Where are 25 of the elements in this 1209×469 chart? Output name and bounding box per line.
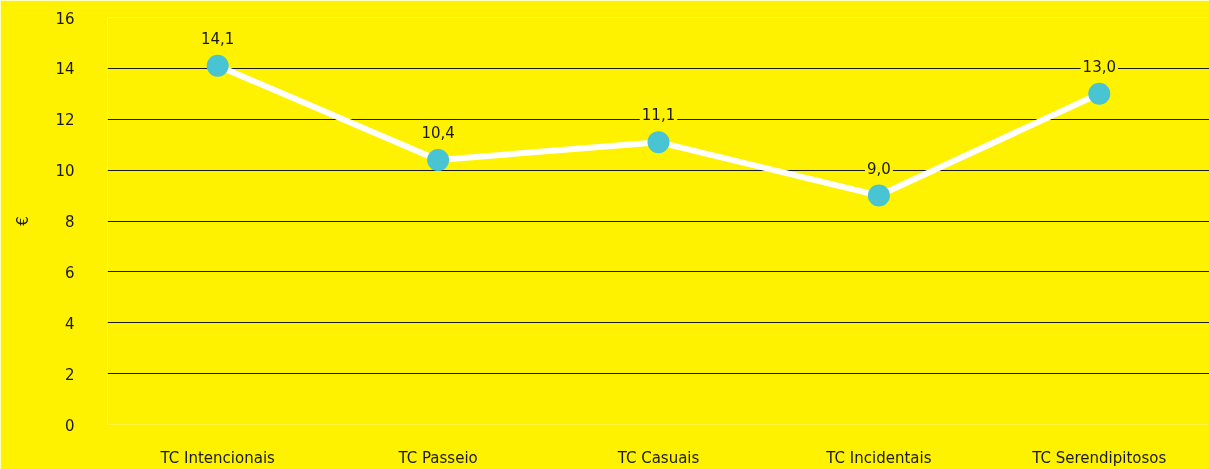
point bbox=[1088, 82, 1111, 105]
y-tick-label: 14 bbox=[55, 60, 75, 79]
x-tick-label: TC Incidentais bbox=[825, 448, 932, 467]
point bbox=[427, 148, 450, 171]
point bbox=[867, 184, 890, 207]
y-tick-label: 16 bbox=[55, 9, 75, 28]
x-tick-label: TC Casuais bbox=[616, 448, 700, 467]
y-tick-label: 4 bbox=[64, 314, 75, 333]
data-label: 9,0 bbox=[866, 159, 891, 178]
data-label: 10,4 bbox=[421, 123, 455, 142]
point bbox=[206, 54, 229, 77]
y-tick-label: 6 bbox=[64, 263, 75, 282]
y-tick-label: 8 bbox=[64, 213, 75, 231]
y-tick-label: 10 bbox=[55, 162, 75, 181]
data-label: 14,1 bbox=[201, 29, 235, 48]
y-tick-label: 2 bbox=[64, 365, 75, 384]
x-tick-label: TC Passeio bbox=[397, 448, 478, 467]
data-label: 11,1 bbox=[641, 106, 676, 125]
x-tick-label: TC Intencionais bbox=[159, 448, 276, 467]
x-tick-label: TC Serendipitosos bbox=[1031, 448, 1167, 467]
point bbox=[647, 131, 670, 154]
y-axis-title: € bbox=[14, 216, 33, 226]
y-tick-label: 12 bbox=[55, 111, 75, 130]
y-tick-label: 0 bbox=[64, 416, 75, 435]
data-label: 13,0 bbox=[1082, 57, 1117, 76]
